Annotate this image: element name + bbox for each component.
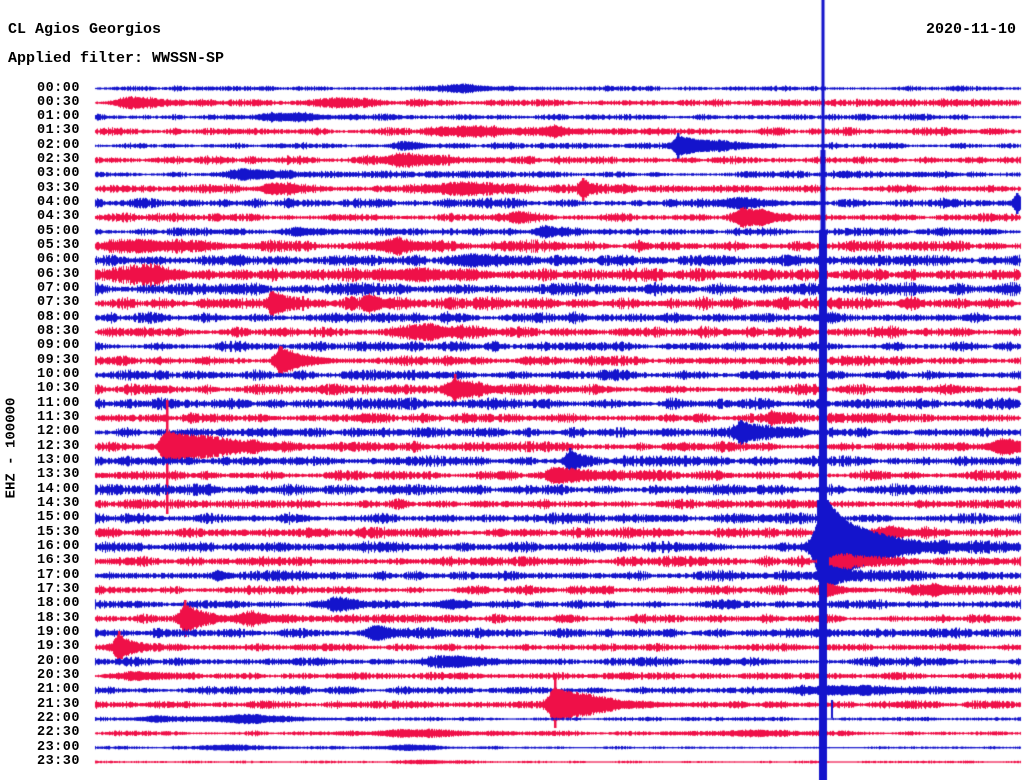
time-label-1700: 17:00 bbox=[36, 567, 80, 583]
time-label-2200: 22:00 bbox=[36, 711, 80, 727]
time-label-1100: 11:00 bbox=[36, 395, 80, 411]
time-label-0630: 06:30 bbox=[36, 266, 80, 282]
time-label-1530: 15:30 bbox=[36, 524, 80, 540]
time-label-0130: 01:30 bbox=[36, 123, 80, 139]
time-label-0600: 06:00 bbox=[36, 252, 80, 268]
time-label-1930: 19:30 bbox=[36, 639, 80, 655]
time-label-1500: 15:00 bbox=[36, 510, 80, 526]
time-label-1800: 18:00 bbox=[36, 596, 80, 612]
time-label-2130: 21:30 bbox=[36, 696, 80, 712]
time-label-0930: 09:30 bbox=[36, 352, 80, 368]
time-label-1000: 10:00 bbox=[36, 367, 80, 383]
time-label-1730: 17:30 bbox=[36, 582, 80, 598]
time-label-0730: 07:30 bbox=[36, 295, 80, 311]
time-label-2330: 23:30 bbox=[36, 754, 80, 769]
time-label-2300: 23:00 bbox=[36, 739, 80, 755]
time-label-0430: 04:30 bbox=[36, 209, 80, 225]
time-label-0030: 00:30 bbox=[36, 94, 80, 110]
time-label-1030: 10:30 bbox=[36, 381, 80, 397]
time-label-0400: 04:00 bbox=[36, 195, 80, 211]
time-label-0530: 05:30 bbox=[36, 238, 80, 254]
time-label-1300: 13:00 bbox=[36, 453, 80, 469]
time-label-2230: 22:30 bbox=[36, 725, 80, 741]
time-label-0700: 07:00 bbox=[36, 281, 80, 297]
time-label-0900: 09:00 bbox=[36, 338, 80, 354]
time-label-1200: 12:00 bbox=[36, 424, 80, 440]
station-title: CL Agios Georgios bbox=[8, 21, 162, 38]
time-label-0830: 08:30 bbox=[36, 324, 80, 340]
date-label: 2020-11-10 bbox=[925, 21, 1016, 38]
time-label-0230: 02:30 bbox=[36, 152, 80, 168]
time-label-0500: 05:00 bbox=[36, 223, 80, 239]
time-label-1630: 16:30 bbox=[36, 553, 80, 569]
channel-scale-label: EHZ - 100000 bbox=[3, 397, 20, 499]
time-label-1830: 18:30 bbox=[36, 610, 80, 626]
time-label-0100: 01:00 bbox=[36, 109, 80, 125]
time-label-0000: 00:00 bbox=[36, 80, 80, 96]
time-label-1130: 11:30 bbox=[36, 410, 80, 426]
time-label-0300: 03:00 bbox=[36, 166, 80, 182]
time-label-2030: 20:30 bbox=[36, 668, 80, 684]
time-label-1600: 16:00 bbox=[36, 539, 80, 555]
time-label-2100: 21:00 bbox=[36, 682, 80, 698]
time-label-0800: 08:00 bbox=[36, 309, 80, 325]
time-label-0330: 03:30 bbox=[36, 180, 80, 196]
applied-filter-label: Applied filter: WWSSN-SP bbox=[8, 50, 225, 67]
time-label-1230: 12:30 bbox=[36, 438, 80, 454]
time-label-1400: 14:00 bbox=[36, 481, 80, 497]
time-label-0200: 02:00 bbox=[36, 137, 80, 153]
time-label-2000: 20:00 bbox=[36, 653, 80, 669]
time-label-1330: 13:30 bbox=[36, 467, 80, 483]
time-label-1430: 14:30 bbox=[36, 496, 80, 512]
time-label-1900: 19:00 bbox=[36, 625, 80, 641]
